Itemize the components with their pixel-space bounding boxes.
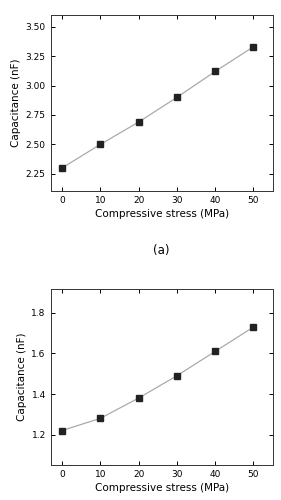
Text: (a): (a) xyxy=(153,244,170,258)
Y-axis label: Capacitance (nF): Capacitance (nF) xyxy=(17,332,27,421)
X-axis label: Compressive stress (MPa): Compressive stress (MPa) xyxy=(94,483,229,493)
Y-axis label: Capacitance (nF): Capacitance (nF) xyxy=(12,59,21,148)
X-axis label: Compressive stress (MPa): Compressive stress (MPa) xyxy=(94,210,229,220)
